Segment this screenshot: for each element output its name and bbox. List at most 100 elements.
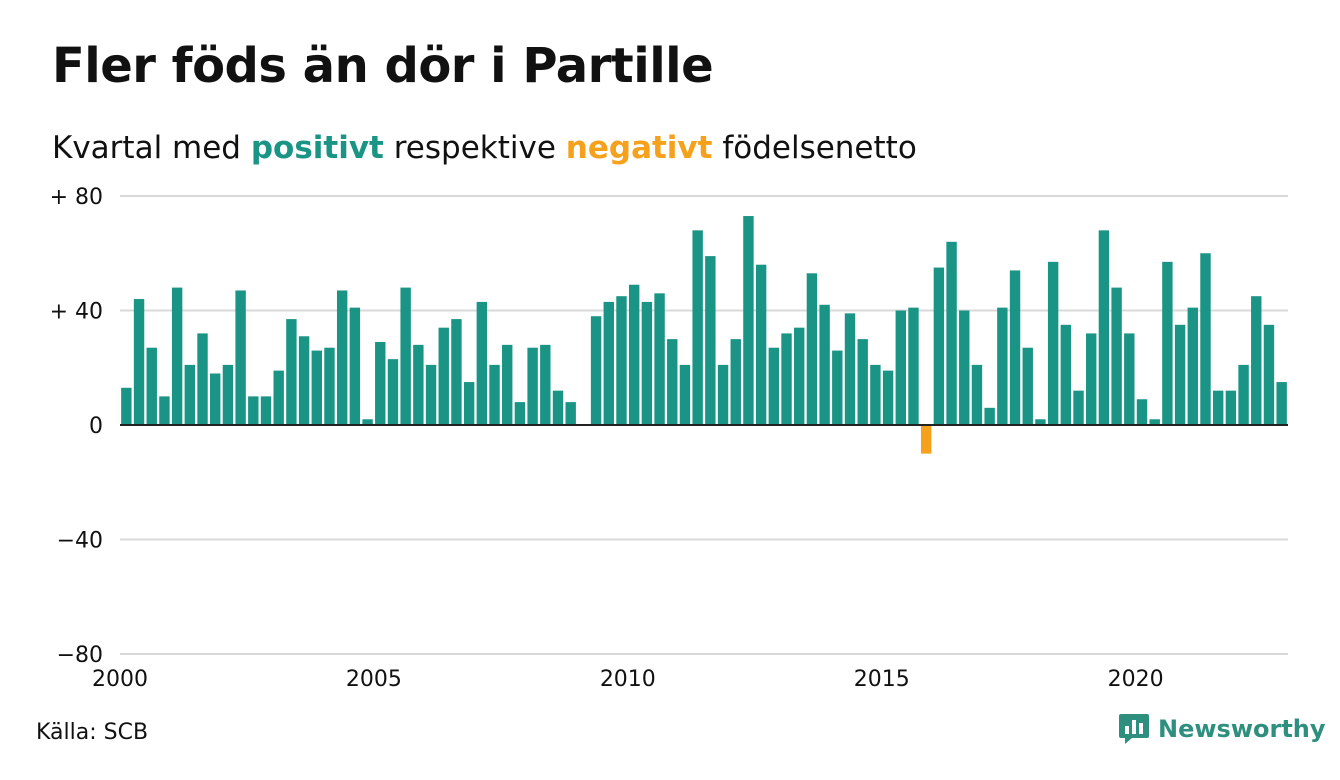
- chart-subtitle: Kvartal med positivt respektive negativt…: [52, 130, 917, 166]
- bar: 2011 Q2: 68: [692, 230, 703, 425]
- bar: 2015 Q1: 19: [882, 370, 894, 425]
- bar: 2002 Q1: 21: [222, 364, 234, 425]
- bar: 2007 Q3: 28: [502, 344, 513, 425]
- bar: 2009 Q2: 38: [590, 316, 602, 425]
- bar: 2003 Q3: 31: [298, 336, 310, 425]
- bar: 2007 Q2: 21: [489, 364, 500, 425]
- x-tick-label: 2020: [1108, 667, 1164, 692]
- x-tick-label: 2010: [600, 667, 656, 692]
- bar: 2015 Q2: 40: [895, 310, 906, 425]
- newsworthy-logo: Newsworthy: [1118, 712, 1326, 746]
- bar: 2009 Q4: 45: [616, 296, 627, 425]
- bar: 2016 Q2: 64: [946, 241, 957, 425]
- bar: 2019 Q3: 48: [1111, 287, 1122, 425]
- bar: 2003 Q4: 26: [311, 350, 322, 425]
- bar: 2018 Q4: 12: [1073, 390, 1084, 425]
- subtitle-positive: positivt: [250, 130, 384, 166]
- bar: 2014 Q1: 26: [832, 350, 843, 425]
- bar: 2019 Q4: 32: [1124, 333, 1135, 425]
- bar: 2015 Q4: -10: [920, 425, 932, 454]
- bar: 2000 Q4: 10: [159, 396, 170, 425]
- bar: 2020 Q2: 2: [1149, 419, 1160, 425]
- y-tick-label: + 80: [50, 185, 103, 210]
- bar: 2006 Q1: 21: [425, 364, 437, 425]
- y-tick-label: + 40: [50, 300, 103, 325]
- bar: 2010 Q2: 43: [641, 301, 653, 425]
- bar: 2022 Q1: 21: [1238, 364, 1249, 425]
- bar: 2019 Q1: 32: [1086, 333, 1097, 425]
- bar: 2013 Q1: 32: [781, 333, 792, 425]
- bar: 2004 Q3: 41: [349, 307, 361, 425]
- bar: 2016 Q4: 21: [971, 364, 983, 425]
- source-note: Källa: SCB: [36, 720, 149, 745]
- bar: 2013 Q2: 34: [794, 327, 805, 425]
- bar: 2006 Q2: 34: [438, 327, 449, 425]
- grid-lines: [120, 195, 1288, 655]
- bar: 2022 Q2: 45: [1251, 296, 1262, 425]
- bar: 2011 Q4: 21: [717, 364, 729, 425]
- bar-chart: 2000 Q1: 132000 Q2: 442000 Q3: 272000 Q4…: [50, 185, 1288, 692]
- bar: 2013 Q4: 42: [819, 304, 830, 425]
- bar: 2004 Q2: 47: [336, 290, 348, 425]
- subtitle-middle: respektive: [383, 130, 566, 166]
- bar: 2011 Q1: 21: [679, 364, 691, 425]
- bar: 2001 Q4: 18: [210, 373, 221, 425]
- bar: 2009 Q3: 43: [603, 301, 614, 425]
- bar: 2010 Q4: 30: [667, 339, 678, 425]
- x-tick-label: 2005: [346, 667, 402, 692]
- bar: 2021 Q4: 12: [1225, 390, 1237, 425]
- bar: 2021 Q3: 12: [1212, 390, 1224, 425]
- bar: 2017 Q3: 54: [1009, 270, 1021, 425]
- bar: 2001 Q1: 48: [171, 287, 183, 425]
- bar: 2003 Q2: 37: [286, 319, 297, 425]
- bar: 2006 Q3: 37: [451, 319, 462, 425]
- bar: 2017 Q1: 6: [984, 407, 995, 425]
- bar: 2022 Q4: 15: [1276, 382, 1287, 425]
- subtitle-before: Kvartal med: [52, 130, 251, 166]
- bars: 2000 Q1: 132000 Q2: 442000 Q3: 272000 Q4…: [121, 216, 1287, 454]
- bar: 2013 Q3: 53: [806, 273, 818, 425]
- bar: 2008 Q4: 8: [565, 402, 576, 425]
- bar: 2017 Q2: 41: [997, 307, 1008, 425]
- bar: 2001 Q3: 32: [197, 333, 208, 425]
- bar: 2000 Q1: 13: [121, 387, 132, 425]
- bar: 2017 Q4: 27: [1022, 347, 1033, 425]
- bar: 2002 Q3: 10: [248, 396, 259, 425]
- bar: 2001 Q2: 21: [184, 364, 196, 425]
- bar: 2011 Q3: 59: [705, 256, 716, 425]
- bar: 2004 Q4: 2: [362, 419, 373, 425]
- bar: 2016 Q1: 55: [933, 267, 945, 425]
- bar: 2006 Q4: 15: [463, 382, 475, 425]
- bar: 2014 Q2: 39: [844, 313, 856, 425]
- bar: 2010 Q3: 46: [654, 293, 665, 425]
- bar: 2012 Q4: 27: [768, 347, 780, 425]
- bar: 2014 Q3: 30: [857, 339, 868, 425]
- bar: 2012 Q3: 56: [755, 264, 767, 425]
- bar: 2002 Q4: 10: [260, 396, 272, 425]
- bar: 2008 Q3: 12: [552, 390, 564, 425]
- bar: 2012 Q1: 30: [730, 339, 741, 425]
- bar: 2020 Q3: 57: [1162, 261, 1173, 425]
- bar: 2005 Q3: 48: [400, 287, 411, 425]
- bar: 2014 Q4: 21: [870, 364, 881, 425]
- bar: 2016 Q3: 40: [959, 310, 970, 425]
- x-tick-label: 2000: [92, 667, 148, 692]
- subtitle-after: födelsenetto: [712, 130, 917, 166]
- bar: 2007 Q1: 43: [476, 301, 488, 425]
- bar: 2012 Q2: 73: [743, 216, 754, 425]
- logo-text: Newsworthy: [1158, 715, 1326, 743]
- bar: 2020 Q1: 9: [1136, 399, 1148, 425]
- bar: 2003 Q1: 19: [273, 370, 284, 425]
- bar: 2010 Q1: 49: [628, 284, 640, 425]
- bar-chart-speech-bubble-icon: [1119, 714, 1149, 744]
- y-tick-label: −80: [57, 643, 103, 668]
- bar: 2008 Q2: 28: [540, 344, 551, 425]
- bar: 2021 Q1: 41: [1187, 307, 1198, 425]
- bar: 2002 Q2: 47: [235, 290, 246, 425]
- subtitle-negative: negativt: [565, 130, 713, 166]
- bar: 2000 Q2: 44: [133, 299, 145, 425]
- bar: 2021 Q2: 60: [1200, 253, 1211, 425]
- y-tick-label: −40: [57, 529, 103, 554]
- bar: 2007 Q4: 8: [514, 402, 526, 425]
